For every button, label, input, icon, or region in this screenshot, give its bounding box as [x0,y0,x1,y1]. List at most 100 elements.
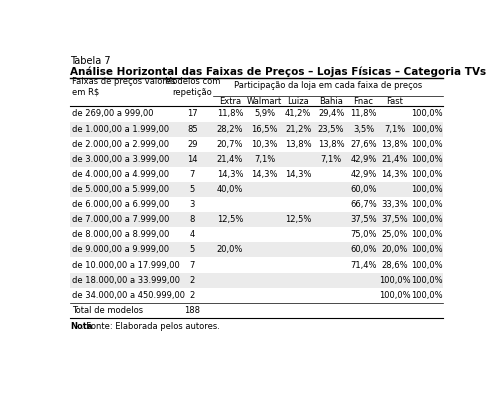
Text: de 4.000,00 a 4.999,00: de 4.000,00 a 4.999,00 [72,170,169,179]
Text: 100,0%: 100,0% [411,291,442,300]
Text: 29,4%: 29,4% [318,110,344,119]
Text: de 18.000,00 a 33.999,00: de 18.000,00 a 33.999,00 [72,276,180,284]
Text: 11,8%: 11,8% [350,110,377,119]
Text: 100,0%: 100,0% [411,140,442,149]
Text: 13,8%: 13,8% [381,140,408,149]
Text: 40,0%: 40,0% [217,185,243,194]
Text: 11,8%: 11,8% [217,110,243,119]
Text: 2: 2 [190,291,195,300]
Text: 17: 17 [187,110,198,119]
Text: 8: 8 [190,215,195,224]
Text: 14,3%: 14,3% [217,170,243,179]
Text: Walmart: Walmart [247,97,282,106]
Text: de 34.000,00 a 450.999,00: de 34.000,00 a 450.999,00 [72,291,185,300]
Text: 100,0%: 100,0% [411,170,442,179]
Text: de 6.000,00 a 6.999,00: de 6.000,00 a 6.999,00 [72,200,169,209]
Text: 28,6%: 28,6% [381,260,408,269]
Text: de 7.000,00 a 7.999,00: de 7.000,00 a 7.999,00 [72,215,169,224]
Text: 100,0%: 100,0% [411,260,442,269]
Text: 37,5%: 37,5% [381,215,408,224]
Text: 100,0%: 100,0% [411,155,442,164]
Text: de 5.000,00 a 5.999,00: de 5.000,00 a 5.999,00 [72,185,169,194]
Text: Nota: Nota [70,322,93,331]
Text: 23,5%: 23,5% [318,125,344,134]
Text: de 8.000,00 a 8.999,00: de 8.000,00 a 8.999,00 [72,230,169,239]
Text: Fnac: Fnac [354,97,374,106]
Text: 2: 2 [190,276,195,284]
Text: 10,3%: 10,3% [252,140,278,149]
Text: 21,2%: 21,2% [285,125,311,134]
Bar [70,212,443,227]
Text: 100,0%: 100,0% [411,125,442,134]
Text: Luiza: Luiza [287,97,309,106]
Text: 14,3%: 14,3% [285,170,312,179]
Text: 41,2%: 41,2% [285,110,311,119]
Text: 20,0%: 20,0% [382,245,408,255]
Text: Análise Horizontal das Faixas de Preços – Lojas Físicas – Categoria TVs: Análise Horizontal das Faixas de Preços … [70,67,486,78]
Text: 42,9%: 42,9% [350,170,377,179]
Text: 20,0%: 20,0% [217,245,243,255]
Text: 29: 29 [187,140,197,149]
Text: 85: 85 [187,125,198,134]
Text: 60,0%: 60,0% [350,245,377,255]
Text: 75,0%: 75,0% [350,230,377,239]
Text: 66,7%: 66,7% [350,200,377,209]
Text: 188: 188 [184,306,200,315]
Bar [70,273,443,288]
Text: de 9.000,00 a 9.999,00: de 9.000,00 a 9.999,00 [72,245,169,255]
Text: 5: 5 [190,185,195,194]
Text: 7: 7 [190,170,195,179]
Text: Faixas de preços valores
em R$: Faixas de preços valores em R$ [72,77,175,97]
Text: 3: 3 [190,200,195,209]
Text: 20,7%: 20,7% [217,140,243,149]
Text: 7: 7 [190,260,195,269]
Text: 13,8%: 13,8% [318,140,344,149]
Text: de 3.000,00 a 3.999,00: de 3.000,00 a 3.999,00 [72,155,169,164]
Text: 12,5%: 12,5% [285,215,311,224]
Bar [70,152,443,167]
Text: 71,4%: 71,4% [350,260,377,269]
Text: 100,0%: 100,0% [411,110,442,119]
Bar [70,182,443,197]
Text: 100,0%: 100,0% [379,276,411,284]
Text: Total de modelos: Total de modelos [72,306,143,315]
Text: de 269,00 a 999,00: de 269,00 a 999,00 [72,110,153,119]
Bar [70,242,443,258]
Text: 14: 14 [187,155,197,164]
Text: Fast: Fast [386,97,403,106]
Text: 25,0%: 25,0% [382,230,408,239]
Text: 100,0%: 100,0% [411,215,442,224]
Text: 37,5%: 37,5% [350,215,377,224]
Text: 14,3%: 14,3% [382,170,408,179]
Text: Tabela 7: Tabela 7 [70,56,111,66]
Text: 28,2%: 28,2% [217,125,243,134]
Text: de 1.000,00 a 1.999,00: de 1.000,00 a 1.999,00 [72,125,169,134]
Text: 4: 4 [190,230,195,239]
Text: 7,1%: 7,1% [321,155,342,164]
Text: 100,0%: 100,0% [379,291,411,300]
Text: 100,0%: 100,0% [411,245,442,255]
Bar [70,121,443,137]
Text: 14,3%: 14,3% [252,170,278,179]
Text: 7,1%: 7,1% [254,155,275,164]
Text: 42,9%: 42,9% [350,155,377,164]
Text: 100,0%: 100,0% [411,230,442,239]
Text: 12,5%: 12,5% [217,215,243,224]
Text: 16,5%: 16,5% [252,125,278,134]
Text: 33,3%: 33,3% [381,200,408,209]
Text: . Fonte: Elaborada pelos autores.: . Fonte: Elaborada pelos autores. [81,322,220,331]
Text: 100,0%: 100,0% [411,185,442,194]
Text: 100,0%: 100,0% [411,200,442,209]
Text: Bahia: Bahia [319,97,343,106]
Text: de 2.000,00 a 2.999,00: de 2.000,00 a 2.999,00 [72,140,169,149]
Text: 60,0%: 60,0% [350,185,377,194]
Text: de 10.000,00 a 17.999,00: de 10.000,00 a 17.999,00 [72,260,180,269]
Text: Extra: Extra [219,97,241,106]
Text: 7,1%: 7,1% [384,125,405,134]
Text: 27,6%: 27,6% [350,140,377,149]
Text: 100,0%: 100,0% [411,276,442,284]
Text: 5,9%: 5,9% [254,110,275,119]
Text: 3,5%: 3,5% [353,125,374,134]
Text: Participação da loja em cada faixa de preços: Participação da loja em cada faixa de pr… [234,81,422,90]
Text: 5: 5 [190,245,195,255]
